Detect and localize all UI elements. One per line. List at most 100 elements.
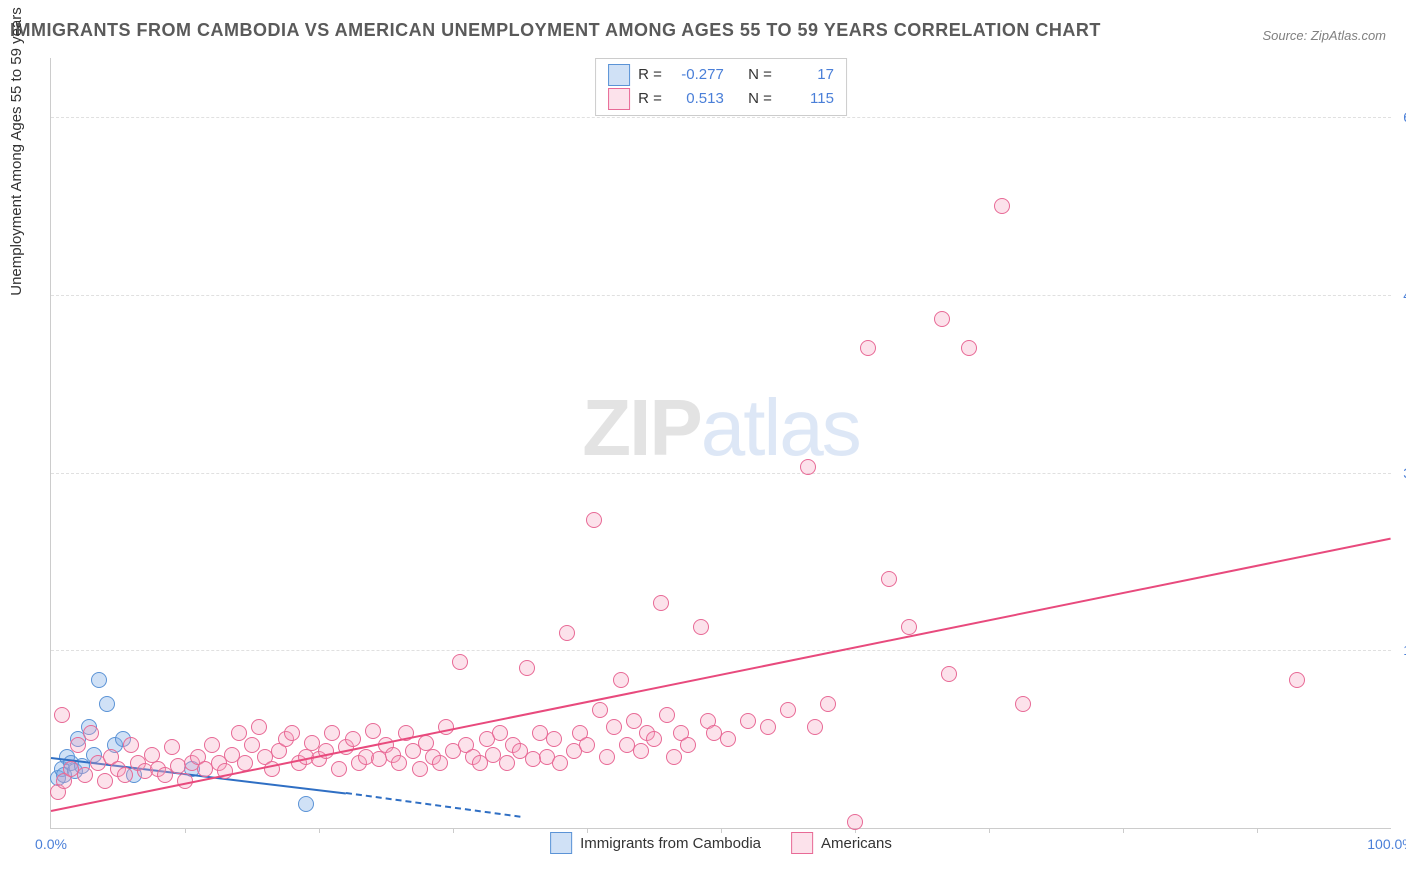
- data-point-americans: [452, 654, 468, 670]
- x-tick-mark: [1123, 828, 1124, 833]
- data-point-americans: [633, 743, 649, 759]
- data-point-americans: [492, 725, 508, 741]
- x-tick-mark: [319, 828, 320, 833]
- y-tick-label: 45.0%: [1395, 287, 1406, 303]
- data-point-cambodia: [99, 696, 115, 712]
- bottom-legend-swatch-cambodia: [550, 832, 572, 854]
- data-point-americans: [499, 755, 515, 771]
- legend-r-label: R =: [638, 87, 662, 111]
- data-point-americans: [680, 737, 696, 753]
- data-point-americans: [164, 739, 180, 755]
- data-point-americans: [941, 666, 957, 682]
- data-point-americans: [123, 737, 139, 753]
- legend-n-value: 115: [780, 87, 834, 111]
- legend-r-value: -0.277: [670, 63, 724, 87]
- data-point-americans: [251, 719, 267, 735]
- data-point-americans: [961, 340, 977, 356]
- data-point-americans: [117, 767, 133, 783]
- data-point-americans: [599, 749, 615, 765]
- data-point-americans: [860, 340, 876, 356]
- data-point-americans: [994, 198, 1010, 214]
- legend-n-label: N =: [748, 87, 772, 111]
- x-tick-label: 0.0%: [35, 836, 67, 852]
- data-point-americans: [324, 725, 340, 741]
- data-point-americans: [626, 713, 642, 729]
- data-point-americans: [345, 731, 361, 747]
- watermark-atlas: atlas: [701, 383, 860, 472]
- x-tick-label: 100.0%: [1367, 836, 1406, 852]
- bottom-legend-item-cambodia: Immigrants from Cambodia: [550, 832, 761, 854]
- legend-row-americans: R = 0.513 N = 115: [608, 87, 834, 111]
- data-point-americans: [97, 773, 113, 789]
- data-point-americans: [901, 619, 917, 635]
- grid-line: [51, 295, 1391, 296]
- data-point-americans: [546, 731, 562, 747]
- x-tick-mark: [1257, 828, 1258, 833]
- legend-r-value: 0.513: [670, 87, 724, 111]
- grid-line: [51, 117, 1391, 118]
- data-point-americans: [559, 625, 575, 641]
- data-point-cambodia: [91, 672, 107, 688]
- data-point-cambodia: [298, 796, 314, 812]
- data-point-americans: [391, 755, 407, 771]
- legend-n-value: 17: [780, 63, 834, 87]
- data-point-americans: [586, 512, 602, 528]
- data-point-americans: [83, 725, 99, 741]
- legend-r-label: R =: [638, 63, 662, 87]
- data-point-americans: [592, 702, 608, 718]
- data-point-americans: [1015, 696, 1031, 712]
- bottom-legend-label-americans: Americans: [821, 835, 892, 852]
- y-tick-label: 60.0%: [1395, 109, 1406, 125]
- data-point-americans: [659, 707, 675, 723]
- bottom-legend-item-americans: Americans: [791, 832, 892, 854]
- data-point-americans: [1289, 672, 1305, 688]
- source-attribution: Source: ZipAtlas.com: [1262, 28, 1386, 43]
- series-legend: Immigrants from Cambodia Americans: [550, 832, 892, 854]
- plot-area: ZIPatlas R =-0.277 N =17R =0.513 N =115 …: [50, 58, 1391, 829]
- data-point-americans: [934, 311, 950, 327]
- data-point-americans: [365, 723, 381, 739]
- y-axis-title: Unemployment Among Ages 55 to 59 years: [8, 7, 25, 296]
- data-point-americans: [820, 696, 836, 712]
- legend-swatch-americans: [608, 88, 630, 110]
- grid-line: [51, 473, 1391, 474]
- data-point-americans: [70, 737, 86, 753]
- x-tick-mark: [989, 828, 990, 833]
- data-point-americans: [552, 755, 568, 771]
- data-point-americans: [204, 737, 220, 753]
- legend-n-label: N =: [748, 63, 772, 87]
- data-point-americans: [432, 755, 448, 771]
- data-point-americans: [54, 707, 70, 723]
- y-tick-label: 30.0%: [1395, 465, 1406, 481]
- data-point-americans: [693, 619, 709, 635]
- bottom-legend-label-cambodia: Immigrants from Cambodia: [580, 835, 761, 852]
- data-point-americans: [760, 719, 776, 735]
- data-point-americans: [666, 749, 682, 765]
- data-point-americans: [77, 767, 93, 783]
- legend-row-cambodia: R = -0.277 N = 17: [608, 63, 834, 87]
- data-point-americans: [606, 719, 622, 735]
- x-tick-mark: [721, 828, 722, 833]
- data-point-americans: [284, 725, 300, 741]
- grid-line: [51, 650, 1391, 651]
- correlation-legend: R = -0.277 N = 17 R = 0.513 N = 115: [595, 58, 847, 116]
- data-point-americans: [807, 719, 823, 735]
- data-point-americans: [613, 672, 629, 688]
- x-tick-mark: [587, 828, 588, 833]
- chart-title: IMMIGRANTS FROM CAMBODIA VS AMERICAN UNE…: [10, 20, 1101, 41]
- trend-line-extrapolated: [346, 792, 520, 818]
- data-point-americans: [847, 814, 863, 830]
- data-point-americans: [331, 761, 347, 777]
- data-point-americans: [720, 731, 736, 747]
- y-tick-label: 15.0%: [1395, 642, 1406, 658]
- data-point-americans: [780, 702, 796, 718]
- data-point-americans: [231, 725, 247, 741]
- bottom-legend-swatch-americans: [791, 832, 813, 854]
- data-point-americans: [519, 660, 535, 676]
- data-point-americans: [412, 761, 428, 777]
- watermark: ZIPatlas: [582, 382, 859, 474]
- data-point-americans: [244, 737, 260, 753]
- data-point-americans: [800, 459, 816, 475]
- legend-swatch-cambodia: [608, 64, 630, 86]
- trend-line: [51, 538, 1391, 812]
